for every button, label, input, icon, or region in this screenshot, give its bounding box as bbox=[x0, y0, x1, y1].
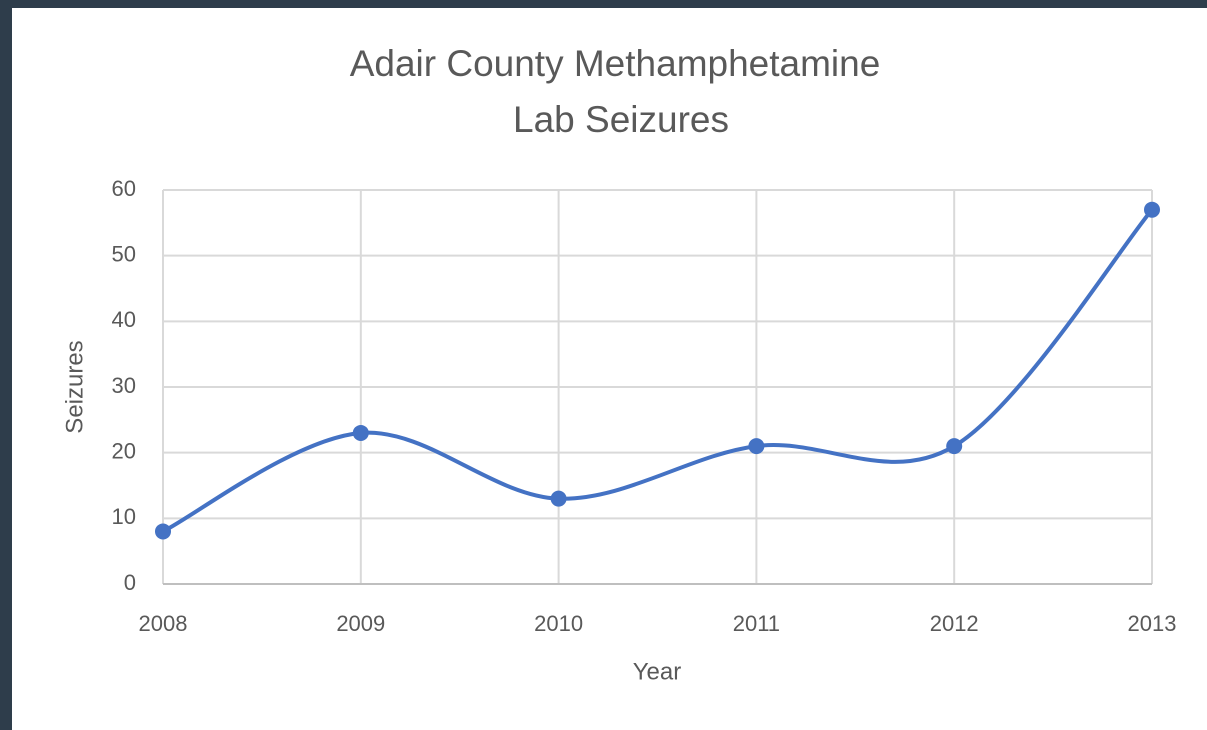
series-line bbox=[162, 208, 1154, 534]
x-tick-label: 2011 bbox=[733, 611, 780, 636]
x-tick-label: 2013 bbox=[1128, 611, 1177, 636]
y-axis-title: Seizures bbox=[61, 340, 88, 433]
y-tick-label: 50 bbox=[112, 241, 136, 266]
y-tick-label: 20 bbox=[112, 438, 136, 463]
y-tick-label: 10 bbox=[112, 504, 136, 529]
data-point bbox=[155, 523, 171, 540]
x-tick-label: 2012 bbox=[930, 611, 979, 636]
data-point bbox=[946, 438, 963, 455]
data-point bbox=[352, 424, 369, 441]
chart-title: Lab Seizures bbox=[513, 99, 729, 140]
y-tick-label: 40 bbox=[112, 307, 136, 332]
y-tick-label: 30 bbox=[112, 373, 136, 398]
data-point bbox=[1144, 201, 1160, 218]
chart-frame bbox=[12, 8, 1207, 730]
data-point bbox=[748, 438, 765, 455]
y-tick-label: 0 bbox=[124, 570, 136, 595]
x-tick-label: 2008 bbox=[139, 611, 188, 636]
x-tick-label: 2010 bbox=[534, 611, 583, 636]
y-tick-label: 60 bbox=[112, 176, 136, 201]
data-point bbox=[550, 490, 567, 507]
chart-title: Adair County Methamphetamine bbox=[350, 43, 881, 84]
x-axis-title: Year bbox=[633, 658, 682, 685]
x-tick-label: 2009 bbox=[336, 611, 385, 636]
